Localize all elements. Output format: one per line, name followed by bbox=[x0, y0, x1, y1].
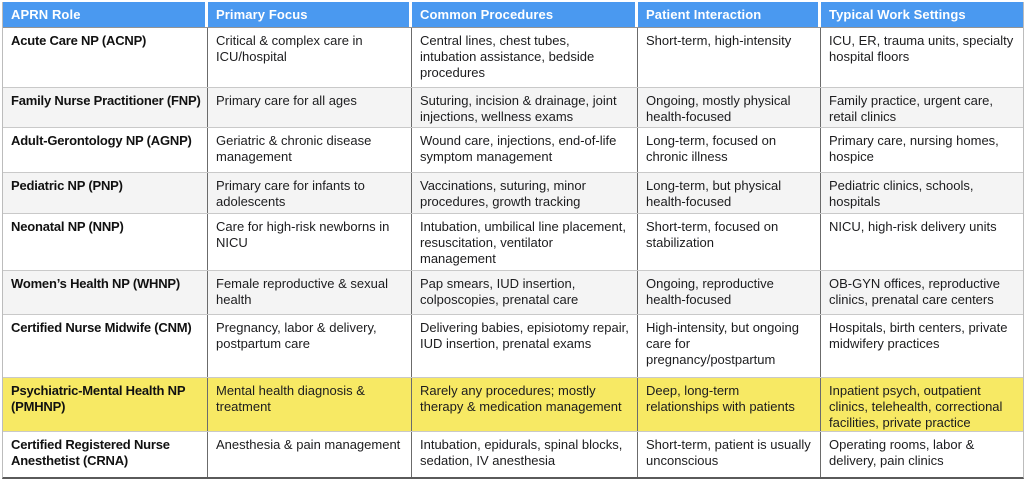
column-header-common-procedures: Common Procedures bbox=[412, 2, 638, 27]
table-row-nnp: Neonatal NP (NNP) Care for high-risk new… bbox=[3, 213, 1023, 270]
cell-focus: Critical & complex care in ICU/hospital bbox=[208, 28, 412, 87]
cell-role: Pediatric NP (PNP) bbox=[3, 173, 208, 213]
cell-interaction: Ongoing, mostly physical health-focused bbox=[638, 88, 821, 127]
cell-role: Adult-Gerontology NP (AGNP) bbox=[3, 128, 208, 172]
table-row-crna: Certified Registered Nurse Anesthetist (… bbox=[3, 431, 1023, 477]
cell-role: Acute Care NP (ACNP) bbox=[3, 28, 208, 87]
cell-interaction: Ongoing, reproductive health-focused bbox=[638, 271, 821, 314]
cell-procedures: Intubation, umbilical line placement, re… bbox=[412, 214, 638, 270]
cell-role: Certified Registered Nurse Anesthetist (… bbox=[3, 432, 208, 477]
cell-role: Family Nurse Practitioner (FNP) bbox=[3, 88, 208, 127]
cell-settings: Primary care, nursing homes, hospice bbox=[829, 133, 999, 164]
column-header-primary-focus: Primary Focus bbox=[208, 2, 412, 27]
cell-focus: Pregnancy, labor & delivery, postpartum … bbox=[208, 315, 412, 377]
cell-procedures: Rarely any procedures; mostly therapy & … bbox=[412, 378, 638, 431]
table-row-fnp: Family Nurse Practitioner (FNP) Primary … bbox=[3, 87, 1023, 127]
cell-interaction: Short-term, focused on stabilization bbox=[638, 214, 821, 270]
cell-focus: Care for high-risk newborns in NICU bbox=[208, 214, 412, 270]
table-row-pmhnp-highlighted: Psychiatric-Mental Health NP (PMHNP) Men… bbox=[3, 377, 1023, 431]
cell-role: Certified Nurse Midwife (CNM) bbox=[3, 315, 208, 377]
table-row-agnp: Adult-Gerontology NP (AGNP) Geriatric & … bbox=[3, 127, 1023, 172]
cell-procedures: Wound care, injections, end-of-life symp… bbox=[412, 128, 638, 172]
cell-interaction: Short-term, patient is usually unconscio… bbox=[638, 432, 821, 477]
cell-interaction: Short-term, high-intensity bbox=[638, 28, 821, 87]
table-header-row: APRN Role Primary Focus Common Procedure… bbox=[3, 2, 1023, 28]
cell-settings: Hospitals, birth centers, private midwif… bbox=[829, 320, 1008, 351]
cell-focus: Primary care for all ages bbox=[208, 88, 412, 127]
table-row-whnp: Women’s Health NP (WHNP) Female reproduc… bbox=[3, 270, 1023, 314]
cell-interaction: High-intensity, but ongoing care for pre… bbox=[638, 315, 821, 377]
cell-settings: ICU, ER, trauma units, specialty hospita… bbox=[829, 33, 1014, 64]
cell-settings: Family practice, urgent care, retail cli… bbox=[829, 93, 994, 124]
cell-settings: Operating rooms, labor & delivery, pain … bbox=[829, 437, 975, 468]
cell-focus: Mental health diagnosis & treatment bbox=[208, 378, 412, 431]
cell-procedures: Intubation, epidurals, spinal blocks, se… bbox=[412, 432, 638, 477]
cell-procedures: Pap smears, IUD insertion, colposcopies,… bbox=[412, 271, 638, 314]
cell-role: Psychiatric-Mental Health NP (PMHNP) bbox=[3, 378, 208, 431]
cell-focus: Female reproductive & sexual health bbox=[208, 271, 412, 314]
cell-settings: OB-GYN offices, reproductive clinics, pr… bbox=[829, 276, 1000, 307]
cell-interaction: Deep, long-term relationships with patie… bbox=[638, 378, 821, 431]
column-header-patient-interaction: Patient Interaction bbox=[638, 2, 821, 27]
cell-role: Women’s Health NP (WHNP) bbox=[3, 271, 208, 314]
cell-focus: Anesthesia & pain management bbox=[208, 432, 412, 477]
cell-focus: Geriatric & chronic disease management bbox=[208, 128, 412, 172]
cell-settings: Inpatient psych, outpatient clinics, tel… bbox=[829, 383, 1003, 430]
column-header-aprn-role: APRN Role bbox=[3, 2, 208, 27]
cell-procedures: Vaccinations, suturing, minor procedures… bbox=[412, 173, 638, 213]
cell-interaction: Long-term, but physical health-focused bbox=[638, 173, 821, 213]
cell-procedures: Central lines, chest tubes, intubation a… bbox=[412, 28, 638, 87]
cell-settings: NICU, high-risk delivery units bbox=[829, 219, 997, 234]
cell-procedures: Suturing, incision & drainage, joint inj… bbox=[412, 88, 638, 127]
table-row-acnp: Acute Care NP (ACNP) Critical & complex … bbox=[3, 28, 1023, 87]
column-header-typical-work-settings: Typical Work Settings bbox=[829, 7, 966, 22]
cell-settings: Pediatric clinics, schools, hospitals bbox=[829, 178, 974, 209]
table-row-pnp: Pediatric NP (PNP) Primary care for infa… bbox=[3, 172, 1023, 213]
cell-focus: Primary care for infants to adolescents bbox=[208, 173, 412, 213]
table-row-cnm: Certified Nurse Midwife (CNM) Pregnancy,… bbox=[3, 314, 1023, 377]
cell-procedures: Delivering babies, episiotomy repair, IU… bbox=[412, 315, 638, 377]
cell-interaction: Long-term, focused on chronic illness bbox=[638, 128, 821, 172]
cell-role: Neonatal NP (NNP) bbox=[3, 214, 208, 270]
